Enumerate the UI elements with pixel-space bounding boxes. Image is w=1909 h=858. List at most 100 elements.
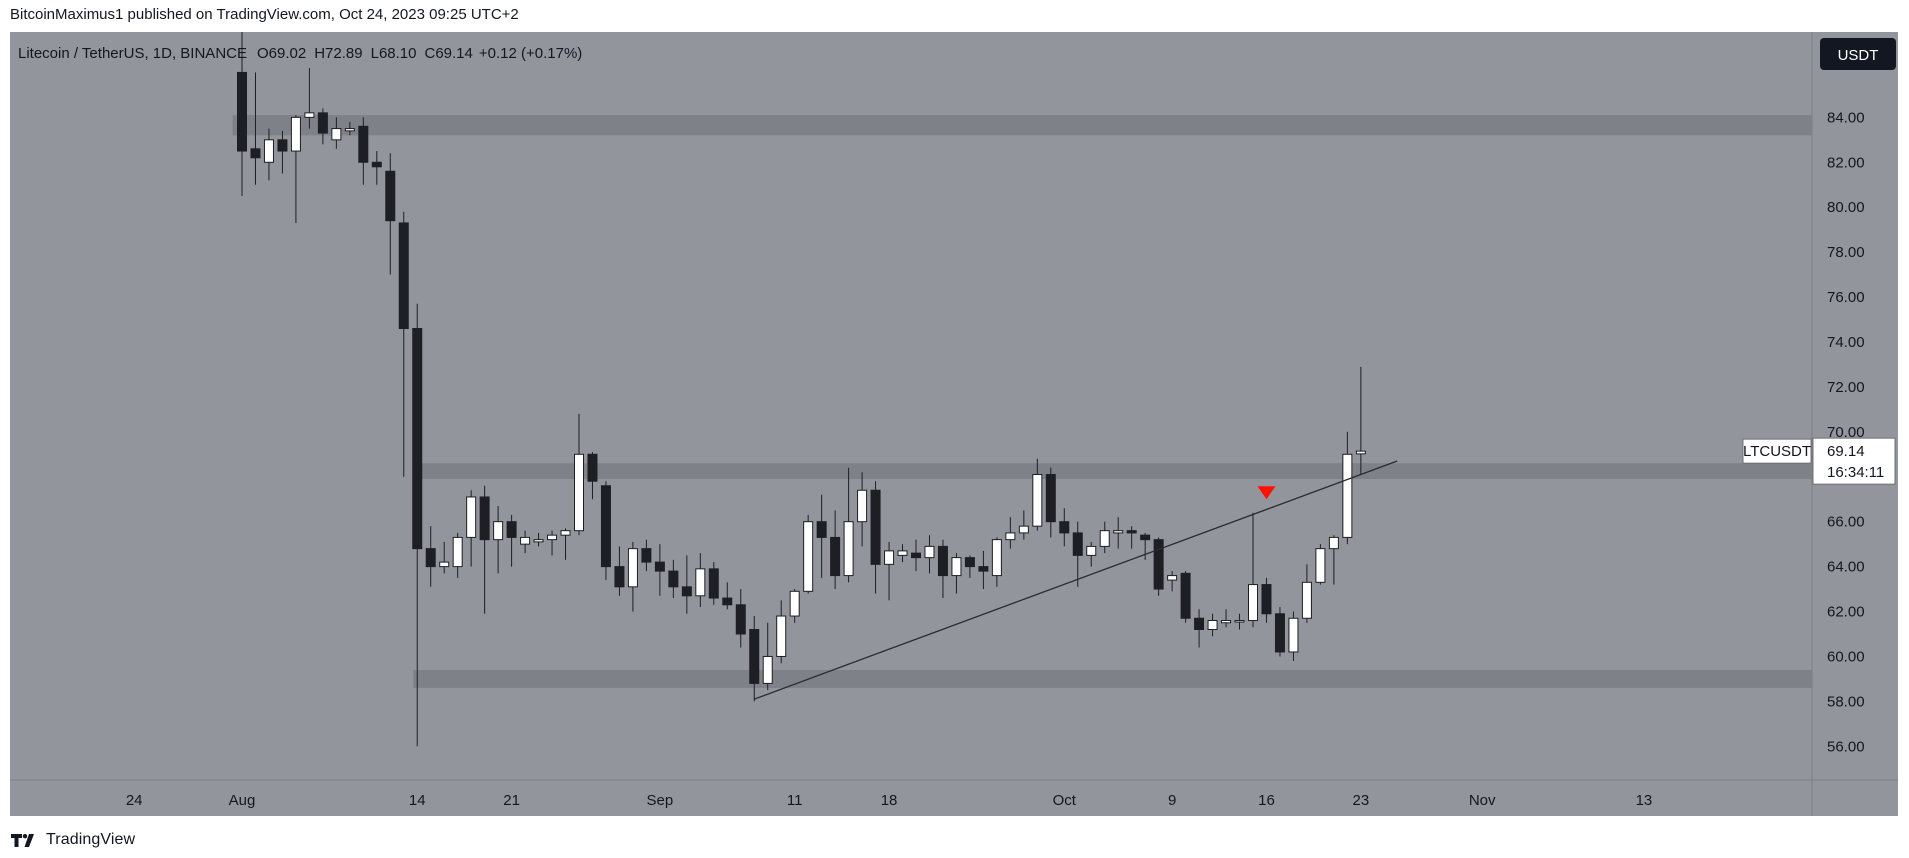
candle — [937, 539, 948, 599]
candle-body — [452, 536, 463, 568]
candle — [654, 544, 665, 596]
candle-body — [250, 148, 261, 159]
candle — [317, 108, 328, 145]
candle-body — [1248, 584, 1258, 622]
candle — [1140, 532, 1151, 560]
candle — [1072, 521, 1083, 587]
candle-body — [520, 536, 531, 545]
candle-body — [1167, 575, 1178, 581]
legend-close-value: 69.14 — [435, 45, 473, 62]
candle — [1153, 537, 1164, 596]
candle-body — [1113, 530, 1124, 534]
zone-2 — [413, 669, 1812, 688]
y-tick-label: 78.00 — [1827, 244, 1865, 261]
candle-body — [560, 530, 571, 536]
candle — [290, 115, 301, 223]
candle-body — [304, 112, 315, 118]
candle — [668, 559, 679, 599]
candle-body — [843, 521, 854, 577]
candles-layer — [237, 32, 1366, 747]
candle-body — [533, 539, 544, 543]
x-tick-label: Oct — [1053, 792, 1077, 809]
candle-body — [897, 550, 908, 556]
candle — [911, 539, 921, 572]
candle — [587, 452, 598, 500]
candle — [762, 622, 773, 691]
legend-symbol: Litecoin / TetherUS, 1D, BINANCE — [18, 45, 247, 62]
candle — [1167, 571, 1178, 592]
candle — [749, 616, 760, 702]
trendline-layer — [754, 460, 1398, 700]
legend-high-value: 72.89 — [325, 45, 363, 62]
countdown-label: 16:34:11 — [1827, 464, 1884, 481]
candle-body — [412, 328, 423, 550]
candle-body — [1221, 620, 1232, 624]
currency-button-label[interactable]: USDT — [1838, 47, 1879, 64]
candle — [385, 153, 396, 275]
candle-body — [263, 139, 274, 163]
candle-body — [358, 125, 369, 163]
candle-body — [830, 536, 841, 577]
currency-button[interactable]: USDT — [1820, 38, 1896, 70]
candle — [250, 72, 261, 185]
candle-body — [506, 521, 517, 538]
candle — [1342, 431, 1353, 545]
x-tick-label: 11 — [787, 792, 803, 809]
candle — [924, 535, 935, 574]
legend-low-label: L — [371, 45, 379, 62]
candle — [1099, 521, 1110, 554]
candle-body — [641, 548, 652, 563]
candle — [857, 472, 868, 547]
candle-body — [1180, 572, 1191, 619]
price-axis-background — [1812, 32, 1898, 780]
candle-body — [344, 128, 355, 132]
candle — [1248, 512, 1258, 628]
candle — [978, 550, 989, 590]
candle-body — [695, 568, 706, 597]
candle-body — [964, 557, 975, 568]
y-tick-label: 64.00 — [1827, 559, 1865, 576]
candle-body — [600, 485, 611, 568]
candle — [1005, 517, 1016, 549]
y-tick-label: 70.00 — [1827, 424, 1865, 441]
candle-body — [277, 139, 288, 152]
ascending-trendline — [754, 460, 1398, 700]
candle-body — [1018, 525, 1029, 534]
candle — [439, 541, 450, 574]
candle — [816, 494, 827, 578]
candle — [398, 211, 409, 477]
candle — [1315, 544, 1326, 585]
y-tick-label: 58.00 — [1827, 693, 1865, 710]
candle — [1207, 613, 1218, 637]
candle-body — [654, 561, 665, 572]
candle-body — [1059, 521, 1070, 534]
candle — [533, 532, 544, 547]
candle — [627, 541, 638, 612]
x-tick-label: Sep — [647, 792, 674, 809]
candle-body — [1086, 545, 1097, 556]
zone-0 — [232, 115, 1813, 136]
x-tick-label: 14 — [409, 792, 426, 809]
candle-body — [911, 552, 921, 559]
candle — [1113, 517, 1124, 549]
candle — [277, 130, 288, 174]
candle-body — [1274, 613, 1285, 653]
currency-button-bg[interactable] — [1820, 38, 1896, 70]
y-tick-label: 76.00 — [1827, 289, 1865, 306]
candle-body — [803, 521, 814, 592]
candle — [600, 481, 611, 581]
y-tick-label: 60.00 — [1827, 648, 1865, 665]
candle-body — [385, 170, 396, 222]
candle — [681, 555, 692, 614]
candle — [1234, 613, 1245, 630]
candle-body — [857, 489, 868, 523]
candle-body — [762, 655, 773, 684]
plot-background — [10, 32, 1812, 780]
candle-body — [1005, 532, 1016, 541]
candle-body — [1301, 581, 1312, 619]
candle — [897, 544, 908, 563]
y-tick-label: 84.00 — [1827, 109, 1865, 126]
legend-low-value: 68.10 — [379, 45, 417, 62]
candle-body — [1194, 617, 1205, 631]
